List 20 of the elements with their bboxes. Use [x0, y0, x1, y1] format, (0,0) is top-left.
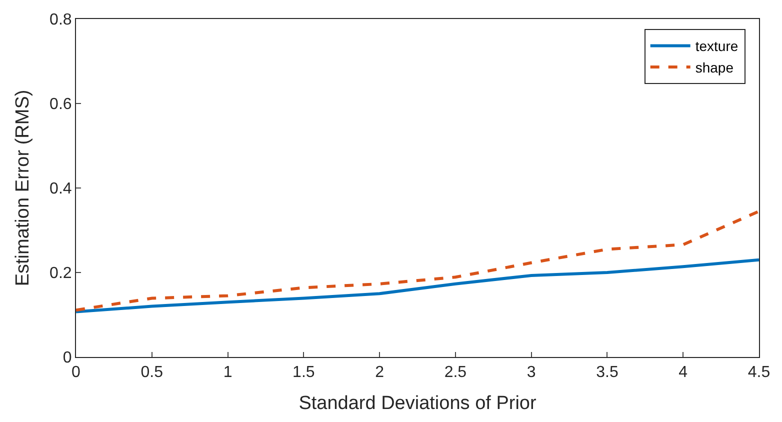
x-tick-label: 4.5	[748, 364, 770, 382]
x-tick-label: 1	[223, 364, 232, 382]
y-tick-label: 0.4	[50, 180, 72, 198]
line-series	[76, 210, 759, 312]
x-tick-label: 1.5	[292, 364, 315, 382]
x-tick-label: 4	[678, 364, 688, 382]
x-tick-label: 0.5	[140, 364, 164, 382]
legend-label: shape	[695, 59, 734, 76]
y-tick-label: 0	[62, 350, 72, 367]
y-tick-label: 0.6	[50, 96, 72, 114]
x-tick-label: 3.5	[596, 364, 618, 382]
y-axis-title: Estimation Error (RMS)	[12, 90, 34, 286]
x-tick-label: 2.5	[444, 364, 467, 382]
y-tick-label: 0.8	[50, 12, 72, 29]
y-tick-label: 0.2	[50, 265, 72, 282]
x-tick-label: 3	[526, 364, 536, 382]
x-axis-title: Standard Deviations of Prior	[298, 393, 537, 414]
x-tick-label: 2	[375, 364, 384, 382]
line-series	[76, 258, 759, 314]
legend-label: texture	[695, 38, 738, 54]
